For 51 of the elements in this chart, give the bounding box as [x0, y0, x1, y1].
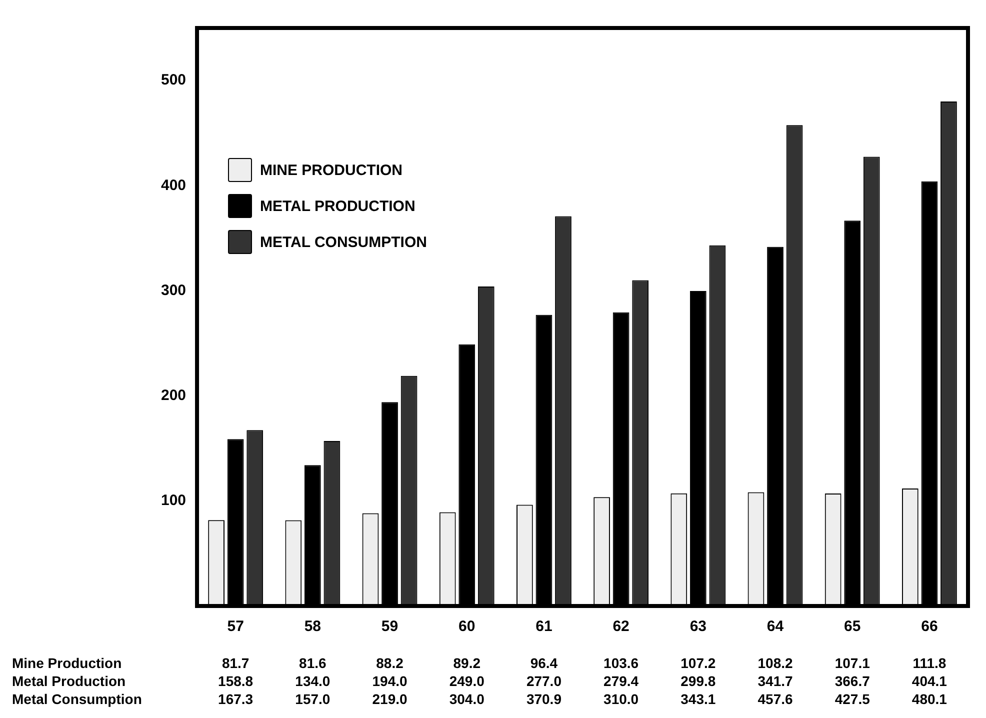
- x-tick-label: 64: [766, 618, 784, 636]
- data-label: 457.6: [758, 690, 793, 707]
- x-tick-label: 57: [227, 618, 244, 636]
- x-tick-label: 62: [612, 618, 630, 636]
- data-label: 107.2: [680, 654, 716, 671]
- data-label: 343.1: [680, 690, 716, 707]
- data-label: 108.2: [758, 654, 793, 671]
- x-tick-label: 66: [921, 618, 938, 636]
- text: Metal Consumption: [12, 690, 142, 707]
- legend-label: METAL CONSUMPTION: [260, 234, 427, 250]
- data-label: 480.1: [912, 690, 948, 707]
- data-label: 158.8: [218, 672, 254, 689]
- data-label: 88.2: [376, 654, 404, 671]
- legend-label: METAL PRODUCTION: [260, 198, 416, 214]
- data-label: 366.7: [834, 672, 870, 689]
- data-label: 279.4: [604, 672, 639, 689]
- data-label: 134.0: [295, 672, 330, 689]
- data-label: 96.4: [530, 654, 558, 671]
- data-label: 81.6: [299, 654, 327, 671]
- x-tick-label: 59: [381, 618, 398, 636]
- data-label: 89.2: [453, 654, 481, 671]
- x-tick-label: 63: [690, 618, 707, 636]
- x-tick-label: 65: [844, 618, 861, 636]
- x-tick-label: 61: [536, 618, 552, 636]
- data-label: 111.8: [912, 654, 946, 671]
- data-label: 107.1: [834, 654, 870, 671]
- legend-label: MINE PRODUCTION: [260, 162, 402, 178]
- x-tick-label: 58: [304, 618, 322, 636]
- y-tick-label: 500: [160, 72, 186, 89]
- data-label: 304.0: [449, 690, 485, 707]
- data-label: 299.8: [680, 672, 716, 689]
- data-label: 81.7: [222, 654, 250, 671]
- y-tick-label: 100: [160, 492, 186, 510]
- x-tick-label: 60: [458, 618, 476, 636]
- data-label: 103.6: [604, 654, 639, 671]
- data-label: 249.0: [449, 672, 485, 689]
- data-label: 157.0: [295, 690, 330, 707]
- data-label: 341.7: [758, 672, 793, 689]
- data-label: 427.5: [834, 690, 870, 707]
- y-tick-label: 300: [160, 282, 186, 299]
- y-tick-label: 400: [160, 176, 186, 194]
- y-tick-label: 200: [160, 386, 186, 404]
- data-label: 167.3: [218, 690, 254, 707]
- data-label: 310.0: [604, 690, 639, 707]
- data-label: 194.0: [372, 672, 408, 689]
- data-label: 404.1: [912, 672, 948, 689]
- data-label: 277.0: [526, 672, 562, 689]
- text: Metal Production: [12, 672, 126, 689]
- data-label: 219.0: [372, 690, 408, 707]
- text: Mine Production: [12, 654, 122, 671]
- data-label: 370.9: [526, 690, 562, 707]
